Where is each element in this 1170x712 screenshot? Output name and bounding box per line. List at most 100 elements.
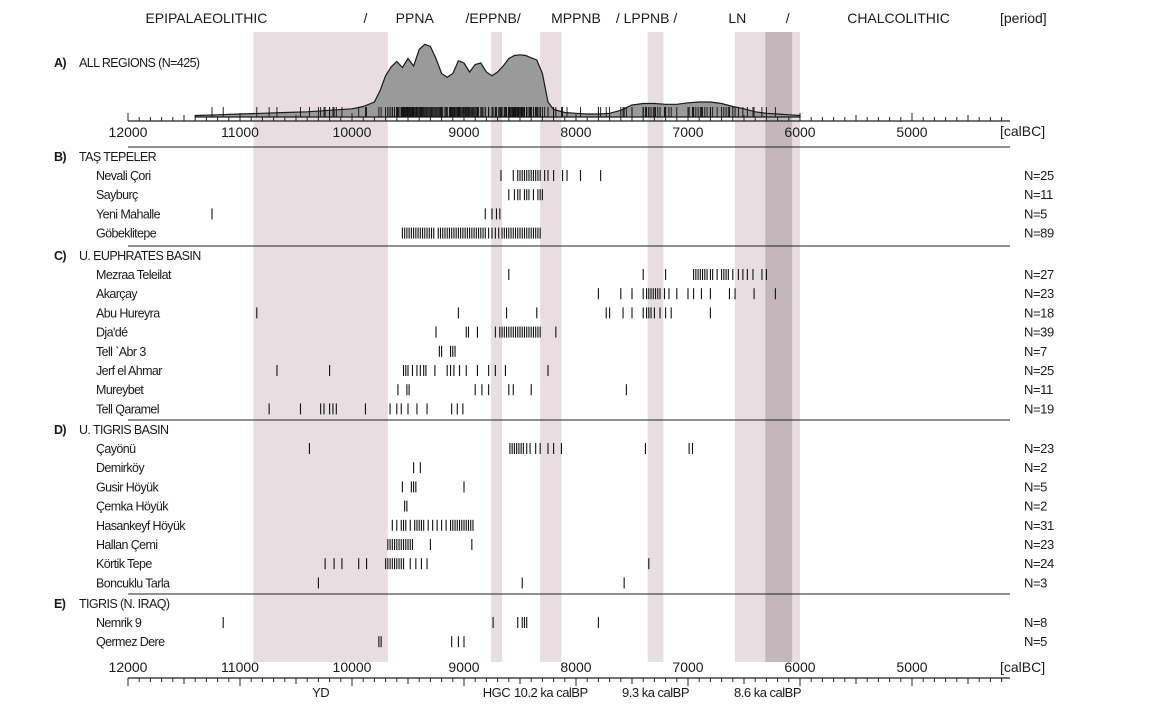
- x-axis-bottom-tick-label-3: 9000: [448, 659, 479, 675]
- band-label-2: 10.2 ka calBP: [514, 685, 588, 700]
- site-row: Gusir Höyük N=5: [96, 479, 1048, 494]
- site-name: Mureybet: [96, 383, 144, 397]
- site-count: N=11: [1024, 382, 1053, 397]
- site-name: Çemka Höyük: [96, 500, 169, 514]
- period-label-0: EPIPALAEOLITHIC: [145, 10, 267, 26]
- period-label-7: /: [786, 10, 790, 26]
- site-row: Dja'dé N=39: [96, 325, 1054, 340]
- site-count: N=31: [1024, 518, 1054, 533]
- site-name: Sayburç: [96, 188, 138, 202]
- site-count: N=39: [1024, 325, 1054, 340]
- period-label-1: /: [363, 10, 367, 26]
- site-name: Tell Qaramel: [96, 402, 159, 416]
- band-labels: YD HGC 10.2 ka calBP 9.3 ka calBP 8.6 ka cal…: [312, 685, 801, 700]
- site-name: Nevali Çori: [96, 169, 151, 183]
- summed-probability-panel: A) ALL REGIONS (N=425): [54, 43, 801, 118]
- site-name: Abu Hureyra: [96, 306, 160, 320]
- site-name: Akarçay: [96, 287, 138, 301]
- site-row: Qermez Dere N=5: [96, 634, 1048, 649]
- site-name: Gusir Höyük: [96, 480, 160, 494]
- site-row: Hasankeyf Höyük N=31: [96, 518, 1054, 533]
- site-count: N=5: [1024, 634, 1047, 649]
- x-axis-bottom: [calBC] 12000 11000 10000 9000 8000 7000 6000 5…: [109, 659, 1045, 686]
- site-name: Yeni Mahalle: [96, 207, 161, 221]
- shaded-band-3: [647, 32, 664, 662]
- group-1: C) U. EUPHRATES BASIN Mezraa Teleilat N=27 A…: [54, 245, 1054, 416]
- site-row: Yeni Mahalle N=5: [96, 206, 1048, 221]
- x-axis-top-tick-label-0: 12000: [109, 124, 148, 140]
- site-count: N=18: [1024, 305, 1054, 320]
- x-axis-bottom-tick-label-2: 10000: [333, 659, 372, 675]
- x-axis-bottom-tick-label-1: 11000: [221, 659, 259, 675]
- group-label: C): [54, 249, 66, 263]
- site-name: Çayönü: [96, 442, 136, 456]
- site-row: Nemrik 9 N=8: [96, 615, 1048, 630]
- band-label-4: 8.6 ka calBP: [734, 685, 801, 700]
- group-title: U. TIGRIS BASIN: [79, 423, 169, 437]
- site-row: Mezraa Teleilat N=27: [96, 267, 1054, 282]
- site-count: N=5: [1024, 479, 1047, 494]
- site-name: Boncuklu Tarla: [96, 576, 170, 590]
- period-label-6: LN: [728, 10, 746, 26]
- band-label-3: 9.3 ka calBP: [622, 685, 689, 700]
- site-row: Jerf el Ahmar N=25: [96, 363, 1054, 378]
- site-count: N=11: [1024, 187, 1053, 202]
- site-count: N=5: [1024, 206, 1047, 221]
- group-title: TIGRIS (N. IRAQ): [79, 597, 170, 611]
- site-count: N=27: [1024, 267, 1054, 282]
- site-name: Jerf el Ahmar: [96, 364, 162, 378]
- group-title: U. EUPHRATES BASIN: [79, 249, 201, 263]
- site-row: Boncuklu Tarla N=3: [96, 575, 1048, 590]
- site-count: N=7: [1024, 344, 1047, 359]
- panel-a-title: ALL REGIONS (N=425): [79, 56, 200, 70]
- site-name: Nemrik 9: [96, 616, 142, 630]
- x-axis-top-tick-label-4: 8000: [560, 124, 591, 140]
- group-0: B) TAŞ TEPELER Nevali Çori N=25 Sayburç N=11 Y…: [54, 146, 1054, 241]
- band-label-1: HGC: [483, 685, 511, 700]
- site-count: N=2: [1024, 499, 1047, 514]
- panel-a-label: A): [54, 56, 66, 70]
- x-axis-unit-top: [calBC]: [1000, 123, 1045, 139]
- site-name: Körtik Tepe: [96, 557, 152, 571]
- period-label-2: PPNA: [396, 10, 435, 26]
- site-row: Göbeklitepe N=89: [96, 226, 1054, 241]
- site-count: N=2: [1024, 460, 1047, 475]
- site-name: Hallan Çemi: [96, 538, 157, 552]
- site-count: N=8: [1024, 615, 1047, 630]
- site-count: N=25: [1024, 363, 1054, 378]
- site-name: Tell `Abr 3: [96, 345, 146, 359]
- site-row: Nevali Çori N=25: [96, 168, 1054, 183]
- site-row: Mureybet N=11: [96, 382, 1053, 397]
- x-axis-bottom-tick-label-7: 5000: [896, 659, 927, 675]
- site-count: N=23: [1024, 441, 1054, 456]
- band-label-0: YD: [312, 685, 329, 700]
- site-count: N=24: [1024, 556, 1054, 571]
- x-axis-bottom-tick-label-6: 6000: [784, 659, 815, 675]
- shaded-band-2: [540, 32, 562, 662]
- site-row: Çemka Höyük N=2: [96, 499, 1048, 514]
- site-row: Çayönü N=23: [96, 441, 1054, 456]
- site-row: Demirköy N=2: [96, 460, 1048, 475]
- group-2: D) U. TIGRIS BASIN Çayönü N=23 Demirköy N=2 Gu…: [54, 419, 1054, 590]
- group-label: D): [54, 423, 66, 437]
- site-count: N=89: [1024, 226, 1054, 241]
- site-row: Hallan Çemi N=23: [96, 537, 1054, 552]
- site-row: Sayburç N=11: [96, 187, 1053, 202]
- group-3: E) TIGRIS (N. IRAQ) Nemrik 9 N=8 Qermez Dere…: [54, 593, 1048, 649]
- group-label: B): [54, 150, 66, 164]
- period-header: [period] EPIPALAEOLITHIC / PPNA/EPPNB/MPPN…: [145, 10, 1046, 26]
- period-label-4: MPPNB: [551, 10, 601, 26]
- site-name: Demirköy: [96, 461, 145, 475]
- x-axis-bottom-tick-label-4: 8000: [560, 659, 591, 675]
- site-name: Göbeklitepe: [96, 227, 157, 241]
- site-count: N=19: [1024, 401, 1054, 416]
- period-label-5: / LPPNB /: [616, 10, 678, 26]
- x-axis-bottom-tick-label-0: 12000: [109, 659, 148, 675]
- x-axis-unit-bottom: [calBC]: [1000, 659, 1045, 675]
- site-count: N=23: [1024, 537, 1054, 552]
- site-count: N=23: [1024, 286, 1054, 301]
- x-axis-top-tick-label-5: 7000: [672, 124, 703, 140]
- site-name: Qermez Dere: [96, 635, 165, 649]
- shaded-bands: [253, 32, 800, 662]
